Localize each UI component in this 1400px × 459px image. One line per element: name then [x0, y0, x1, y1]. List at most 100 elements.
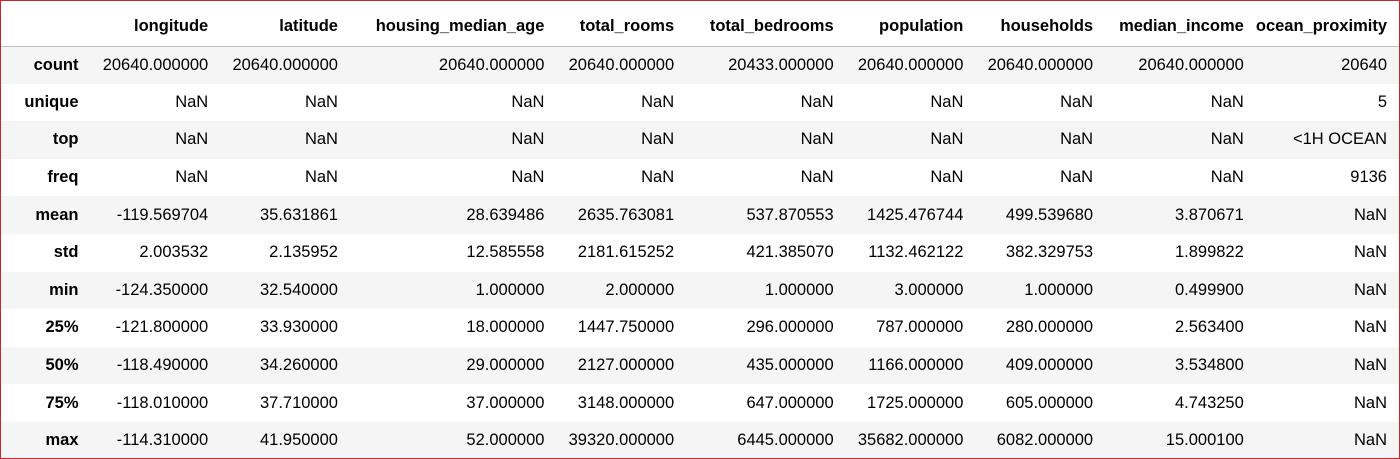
- table-cell: NaN: [930, 92, 964, 111]
- table-cell: 537.870553: [746, 205, 834, 224]
- column-header: total_bedrooms: [686, 8, 846, 47]
- table-cell: 29.000000: [466, 356, 545, 375]
- table-cell: 20640.000000: [232, 55, 338, 74]
- table-cell: -119.569704: [116, 205, 209, 224]
- table-row: std 2.003532 2.135952 12.585558 2181.615…: [1, 233, 1399, 272]
- table-cell: NaN: [1353, 318, 1387, 337]
- row-label: 75%: [45, 393, 79, 412]
- table-cell: NaN: [175, 168, 209, 187]
- table-cell: 1447.750000: [577, 318, 675, 337]
- table-cell: 20640.000000: [857, 55, 964, 74]
- table-cell: NaN: [930, 130, 964, 149]
- table-cell: NaN: [800, 130, 834, 149]
- column-header: latitude: [220, 8, 350, 47]
- table-cell: 421.385070: [746, 243, 834, 262]
- table-cell: 20640.000000: [987, 55, 1094, 74]
- column-header: median_income: [1105, 8, 1256, 47]
- table-cell: 37.710000: [259, 393, 338, 412]
- table-cell: 647.000000: [746, 393, 834, 412]
- table-cell: 1132.462122: [868, 243, 964, 262]
- table-cell: NaN: [175, 130, 209, 149]
- table-cell: -118.490000: [116, 356, 209, 375]
- table-cell: 3.000000: [894, 280, 964, 299]
- table-cell: NaN: [1210, 92, 1244, 111]
- table-cell: NaN: [800, 92, 834, 111]
- row-label: 50%: [45, 356, 79, 375]
- table-cell: NaN: [641, 130, 675, 149]
- table-cell: 15.000100: [1165, 431, 1244, 450]
- table-cell: 32.540000: [259, 280, 338, 299]
- table-cell: 499.539680: [1005, 205, 1094, 224]
- table-cell: NaN: [641, 168, 675, 187]
- table-cell: -118.010000: [116, 393, 209, 412]
- table-cell: 52.000000: [466, 431, 545, 450]
- table-cell: 1.000000: [764, 280, 834, 299]
- table-cell: NaN: [641, 92, 675, 111]
- table-row: mean -119.569704 35.631861 28.639486 263…: [1, 196, 1399, 234]
- table-cell: 9136: [1350, 168, 1387, 187]
- table-cell: 20433.000000: [728, 55, 834, 74]
- table-cell: -114.310000: [116, 431, 209, 450]
- table-cell: NaN: [511, 168, 545, 187]
- table-cell: NaN: [1060, 130, 1094, 149]
- table-cell: 0.499900: [1174, 280, 1244, 299]
- table-row: unique NaN NaN NaN NaN NaN NaN NaN NaN 5: [1, 83, 1399, 122]
- table-cell: 37.000000: [466, 393, 545, 412]
- table-row: freq NaN NaN NaN NaN NaN NaN NaN NaN 913…: [1, 158, 1399, 197]
- column-header: population: [845, 8, 976, 47]
- column-header: longitude: [90, 8, 221, 47]
- column-header: total_rooms: [556, 8, 687, 47]
- table-row: count 20640.000000 20640.000000 20640.00…: [1, 46, 1399, 84]
- table-cell: 382.329753: [1005, 243, 1094, 262]
- column-header: ocean_proximity: [1255, 8, 1399, 47]
- table-cell: 20640: [1341, 55, 1387, 74]
- table-row: top NaN NaN NaN NaN NaN NaN NaN NaN <1H …: [1, 121, 1399, 159]
- table-cell: 605.000000: [1005, 393, 1094, 412]
- table-cell: 1.000000: [1024, 280, 1094, 299]
- table-cell: 6445.000000: [737, 431, 834, 450]
- table-cell: 20640.000000: [438, 55, 545, 74]
- table-cell: 35.631861: [259, 205, 338, 224]
- table-cell: 2.000000: [605, 280, 675, 299]
- table-cell: NaN: [511, 92, 545, 111]
- table-cell: 2127.000000: [577, 356, 675, 375]
- table-cell: NaN: [1210, 168, 1244, 187]
- table-cell: -124.350000: [115, 280, 209, 299]
- table-cell: NaN: [1353, 356, 1387, 375]
- table-cell: NaN: [304, 92, 338, 111]
- table-cell: 5: [1377, 92, 1387, 111]
- column-header: households: [975, 8, 1106, 47]
- table-cell: NaN: [800, 168, 834, 187]
- table-cell: NaN: [1353, 431, 1387, 450]
- table-cell: NaN: [1060, 168, 1094, 187]
- table-cell: 3.534800: [1174, 356, 1244, 375]
- table-cell: 12.585558: [466, 243, 545, 262]
- table-cell: NaN: [304, 168, 338, 187]
- row-label: unique: [24, 92, 79, 111]
- table-row: 25% -121.800000 33.930000 18.000000 1447…: [1, 309, 1399, 347]
- table-cell: 296.000000: [746, 318, 834, 337]
- table-cell: 1.899822: [1174, 243, 1244, 262]
- table-cell: 1.000000: [475, 280, 545, 299]
- table-cell: 20640.000000: [1138, 55, 1244, 74]
- table-cell: 33.930000: [259, 318, 338, 337]
- table-row: min -124.350000 32.540000 1.000000 2.000…: [1, 271, 1399, 310]
- table-cell: 39320.000000: [568, 431, 675, 450]
- table-cell: NaN: [175, 92, 209, 111]
- row-label: freq: [47, 168, 79, 187]
- table-cell: NaN: [511, 130, 545, 149]
- describe-table: longitude latitude housing_median_age to…: [1, 8, 1399, 458]
- table-cell: 4.743250: [1174, 393, 1244, 412]
- column-header: housing_median_age: [349, 8, 557, 47]
- table-cell: 6082.000000: [996, 431, 1094, 450]
- table-row: 75% -118.010000 37.710000 37.000000 3148…: [1, 384, 1399, 422]
- table-cell: 280.000000: [1005, 318, 1094, 337]
- row-label: mean: [35, 205, 79, 224]
- row-label: std: [53, 243, 79, 262]
- row-label: top: [52, 130, 79, 149]
- row-label: max: [45, 431, 79, 450]
- row-label: 25%: [45, 318, 79, 337]
- table-body: count 20640.000000 20640.000000 20640.00…: [1, 46, 1399, 458]
- table-cell: 41.950000: [259, 431, 338, 450]
